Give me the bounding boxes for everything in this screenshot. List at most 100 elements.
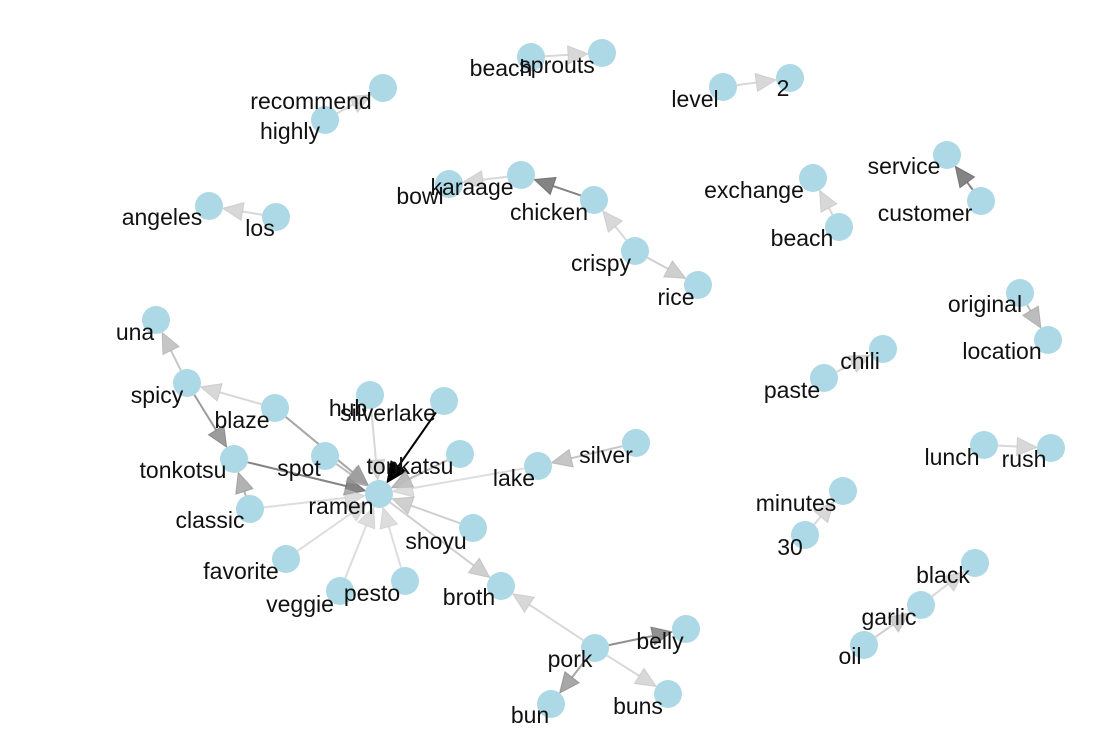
node-label-exchange: exchange — [704, 177, 804, 203]
edge-classic-tonkotsu — [243, 491, 247, 496]
arrowhead-favorite-ramen — [345, 501, 369, 522]
node-silver — [622, 429, 650, 457]
node-location — [1034, 326, 1062, 354]
node-beach2 — [825, 213, 853, 241]
arrowhead-beach2-exchange — [818, 189, 838, 214]
arrowhead-lunch-rush — [1016, 436, 1039, 457]
arrowhead-pork-belly — [650, 626, 674, 646]
edge-classic-ramen — [263, 496, 346, 509]
node-label-rice: rice — [657, 284, 694, 310]
node-tonkotsu — [220, 445, 248, 473]
node-sprouts — [588, 39, 616, 67]
arrowhead-blaze-spicy — [199, 383, 223, 402]
edge-chicken-karaage — [552, 185, 582, 197]
node-broth — [487, 572, 515, 600]
node-label-location: location — [962, 338, 1041, 364]
node-black — [961, 549, 989, 577]
node-label-beach: beach — [470, 55, 533, 81]
arrowhead-customer-service — [954, 165, 976, 189]
edge-crispy-rice — [646, 256, 669, 270]
node-label-karaage: karaage — [430, 174, 513, 200]
edge-hub-ramen — [370, 408, 377, 461]
arrowhead-crispy-chicken — [602, 209, 624, 234]
edge-shoyu-ramen — [410, 504, 461, 525]
arrowhead-classic-tonkotsu — [235, 471, 254, 495]
node-label-original: original — [948, 291, 1022, 317]
node-label-broth: broth — [443, 584, 495, 610]
arrowhead-pork-broth — [511, 593, 536, 614]
node-rush — [1037, 434, 1065, 462]
arrowhead-30-minutes — [813, 500, 835, 524]
node-label-classic: classic — [175, 507, 244, 533]
arrowhead-highly-recommend — [348, 94, 372, 114]
node-bowl — [435, 170, 463, 198]
edge-favorite-ramen — [296, 512, 352, 552]
node-level — [709, 73, 737, 101]
node-layer — [142, 39, 1065, 718]
edge-silver-lake — [570, 445, 623, 460]
arrowhead-pork-bun — [558, 670, 580, 694]
node-label-hub: hub — [329, 395, 367, 421]
node-shoyu — [459, 514, 487, 542]
arrowhead-garlic-black — [941, 570, 965, 592]
node-los — [262, 203, 290, 231]
edge-level-2 — [736, 81, 757, 87]
node-highly — [311, 106, 339, 134]
node-label-bun: bun — [511, 702, 549, 728]
edge-pork-buns — [606, 654, 640, 677]
node-label-highly: highly — [260, 118, 321, 144]
node-label-silverlake: silverlake — [340, 400, 436, 426]
edge-pork-broth — [528, 603, 584, 642]
node-label-tonkotsu: tonkotsu — [140, 457, 227, 483]
node-label-level: level — [671, 86, 718, 112]
node-recommend — [369, 74, 397, 102]
node-label-una: una — [116, 319, 155, 345]
node-label-angeles: angeles — [122, 204, 203, 230]
node-blaze — [261, 394, 289, 422]
node-label-chicken: chicken — [510, 199, 588, 225]
node-veggie — [326, 577, 354, 605]
node-label-pork: pork — [548, 646, 593, 672]
edge-customer-service — [966, 181, 974, 191]
edge-pork-belly — [608, 634, 653, 647]
node-exchange — [799, 164, 827, 192]
edge-highly-recommend — [336, 103, 354, 115]
arrowhead-hub-ramen — [366, 458, 386, 482]
node-label-lunch: lunch — [925, 444, 980, 470]
node-oil — [850, 631, 878, 659]
edge-los-angeles — [242, 210, 263, 216]
arrowhead-classic-ramen — [343, 488, 367, 508]
node-label-oil: oil — [838, 643, 861, 669]
edge-layer — [161, 45, 1042, 694]
arrowhead-pesto-ramen — [379, 506, 399, 530]
node-label-black: black — [916, 562, 970, 588]
edge-karaage-bowl — [482, 175, 508, 181]
node-label-ramen: ramen — [308, 493, 373, 519]
node-label-recommend: recommend — [250, 88, 371, 114]
arrowhead-lake-ramen — [391, 478, 415, 498]
arrowhead-veggie-ramen — [357, 505, 376, 530]
arrowhead-spot-ramen — [345, 466, 369, 487]
node-hub — [356, 381, 384, 409]
node-minutes — [829, 477, 857, 505]
node-2 — [776, 64, 804, 92]
node-label-spot: spot — [277, 455, 321, 481]
node-label-favorite: favorite — [203, 558, 278, 584]
edge-pork-bun — [571, 658, 588, 678]
node-belly — [672, 615, 700, 643]
node-pesto — [391, 567, 419, 595]
arrowhead-ramen-broth — [467, 557, 491, 579]
node-label-paste: paste — [764, 377, 820, 403]
node-ramen — [365, 480, 393, 508]
arrowhead-silverlake-ramen — [386, 460, 407, 484]
arrowhead-oil-garlic — [887, 612, 911, 633]
arrowhead-level-2 — [754, 72, 778, 93]
node-label-veggie: veggie — [266, 591, 334, 617]
node-chili — [869, 335, 897, 363]
edge-tonkotsu-ramen — [247, 461, 347, 487]
edge-ramen-broth — [389, 501, 475, 567]
arrowhead-beach-sprouts — [567, 45, 590, 65]
node-spicy — [173, 369, 201, 397]
arrowhead-paste-chili — [847, 354, 872, 373]
